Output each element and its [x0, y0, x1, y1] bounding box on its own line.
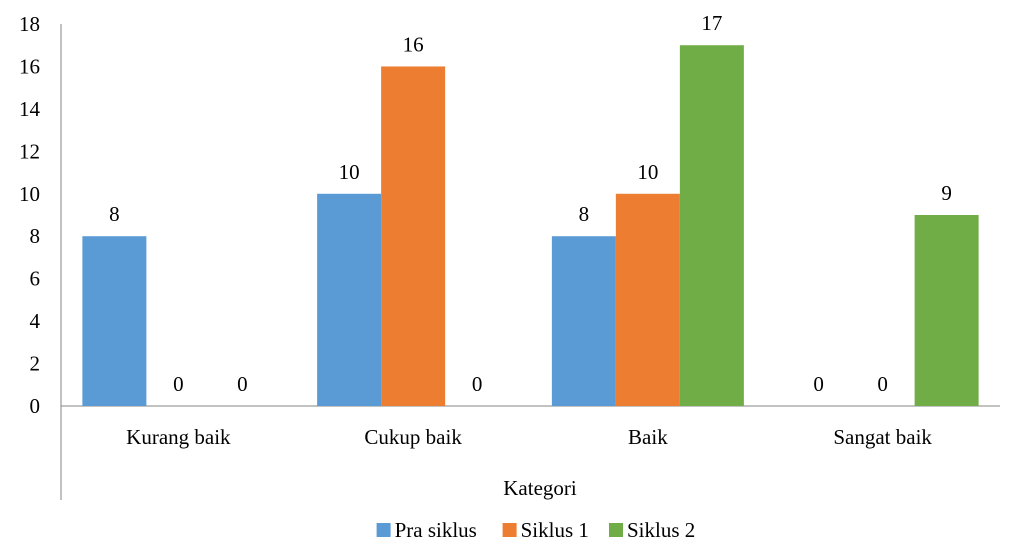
y-tick-label: 6 — [30, 267, 41, 291]
bar-siklus-1-3 — [615, 193, 680, 406]
y-tick-label: 16 — [19, 54, 40, 78]
y-tick-label: 12 — [19, 139, 40, 163]
y-tick-label: 14 — [19, 97, 41, 121]
category-label: Baik — [628, 425, 668, 449]
legend-swatch-1 — [376, 523, 391, 537]
bar-siklus-2-3 — [679, 45, 744, 406]
y-tick-label: 0 — [30, 394, 41, 418]
data-label: 17 — [701, 11, 722, 35]
y-tick-label: 2 — [30, 352, 41, 376]
data-labels: 8 0 0 10 16 0 8 10 17 0 0 9 — [109, 11, 952, 396]
category-label: Cukup baik — [364, 425, 462, 449]
y-tick-label: 18 — [19, 12, 40, 36]
bar-siklus-1-2 — [381, 66, 446, 406]
legend: Pra siklus Siklus 1 Siklus 2 — [376, 518, 695, 542]
y-tick-label: 10 — [19, 182, 40, 206]
category-labels: Kurang baik Cukup baik Baik Sangat baik — [126, 425, 932, 449]
legend-label: Siklus 1 — [521, 518, 589, 542]
y-tick-labels: 0 2 4 6 8 10 12 14 16 18 — [19, 12, 41, 418]
bar-pra-siklus-3 — [551, 236, 616, 406]
legend-swatch-3 — [609, 523, 623, 537]
data-label: 0 — [813, 372, 824, 396]
bar-pra-siklus-1 — [82, 236, 147, 406]
category-label: Kurang baik — [126, 425, 231, 449]
y-tick-label: 8 — [30, 224, 41, 248]
legend-label: Pra siklus — [395, 518, 477, 542]
data-label: 8 — [579, 202, 590, 226]
bar-siklus-2-4 — [914, 215, 979, 406]
data-label: 0 — [472, 372, 483, 396]
data-label: 0 — [237, 372, 248, 396]
data-label: 0 — [173, 372, 184, 396]
data-label: 16 — [403, 32, 424, 56]
data-label: 0 — [877, 372, 888, 396]
category-label: Sangat baik — [833, 425, 932, 449]
data-label: 10 — [339, 160, 360, 184]
bars — [82, 45, 979, 406]
legend-swatch-2 — [502, 523, 517, 537]
legend-label: Siklus 2 — [627, 518, 695, 542]
x-axis-title: Kategori — [503, 476, 577, 500]
data-label: 9 — [941, 181, 952, 205]
data-label: 8 — [109, 202, 120, 226]
data-label: 10 — [637, 160, 658, 184]
y-tick-label: 4 — [30, 309, 41, 333]
bar-pra-siklus-2 — [317, 193, 382, 406]
